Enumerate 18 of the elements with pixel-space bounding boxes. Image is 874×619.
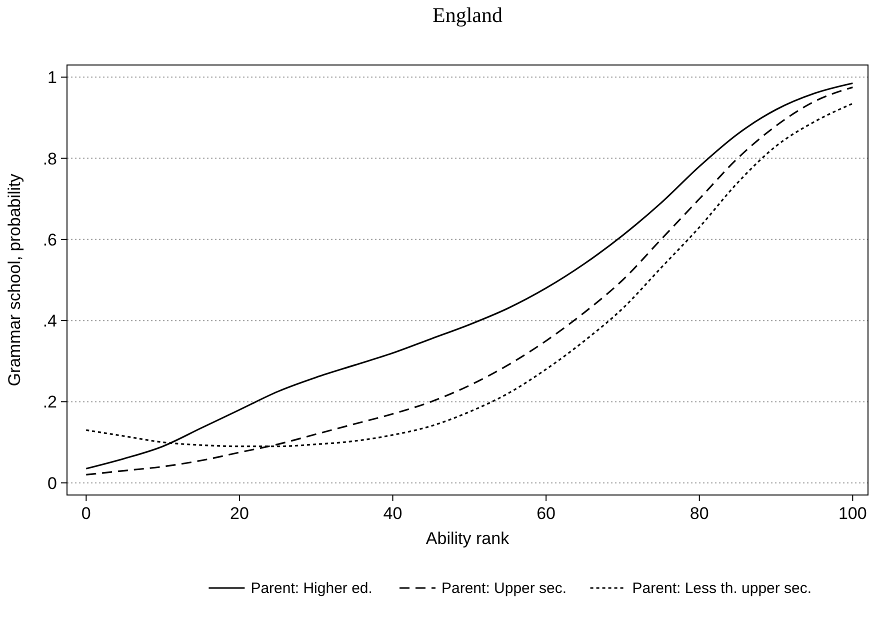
y-tick-label: 1 <box>48 68 57 88</box>
x-tick-label: 80 <box>690 504 709 523</box>
legend-label: Parent: Upper sec. <box>442 580 567 597</box>
x-tick-label: 0 <box>81 504 91 523</box>
y-tick-label: .4 <box>42 312 57 331</box>
y-tick-label: .6 <box>42 230 57 250</box>
y-tick-label: .2 <box>42 392 57 412</box>
y-tick-label: 0 <box>48 474 57 493</box>
chart-title: England <box>432 3 503 27</box>
x-tick-label: 40 <box>383 504 402 523</box>
legend-label: Parent: Higher ed. <box>250 580 372 597</box>
x-axis-title: Ability rank <box>426 529 510 548</box>
x-tick-label: 20 <box>230 504 249 523</box>
legend-label: Parent: Less th. upper sec. <box>632 580 812 597</box>
x-tick-label: 100 <box>838 504 867 523</box>
x-tick-label: 60 <box>536 504 556 523</box>
y-tick-label: .8 <box>42 149 57 168</box>
y-axis-title: Grammar school, probability <box>5 173 24 386</box>
